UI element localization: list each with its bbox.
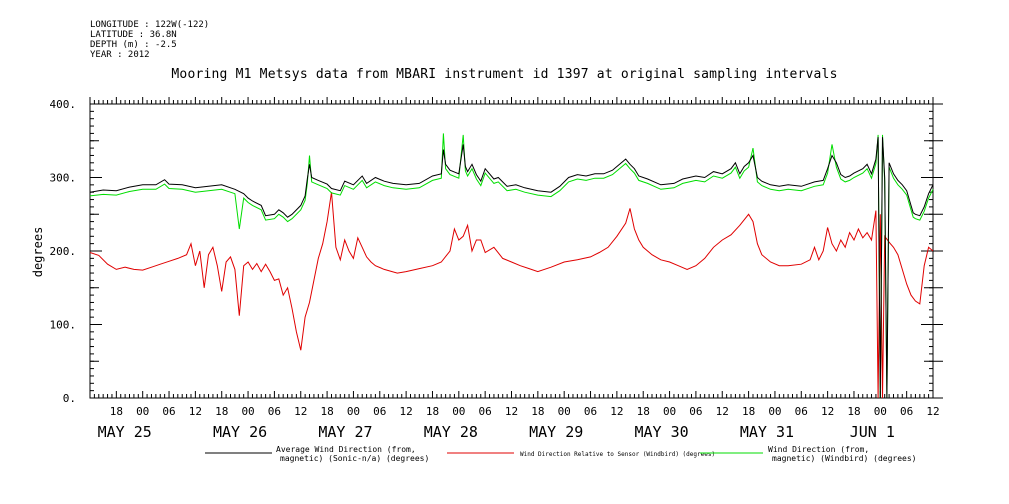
x-date-label: MAY 27 — [318, 423, 372, 441]
legend-label-2-line2: magnetic) (Windbird) (degrees) — [772, 454, 917, 463]
y-tick-label: 400. — [50, 98, 77, 111]
x-hour-tick-label: 12 — [716, 405, 729, 418]
x-hour-tick-label: 18 — [215, 405, 228, 418]
x-hour-tick-label: 18 — [847, 405, 860, 418]
series-line-0 — [89, 137, 934, 399]
legend-label-0: Average Wind Direction (from, — [276, 445, 416, 454]
plot-frame — [89, 103, 934, 399]
latitude-text: LATITUDE : 36.8N — [90, 30, 177, 40]
y-tick-label: 100. — [50, 319, 77, 332]
x-hour-tick-label: 06 — [479, 405, 492, 418]
x-hour-tick-label: 12 — [189, 405, 202, 418]
y-tick-label: 0. — [63, 392, 76, 405]
longitude-text: LONGITUDE : 122W(-122) — [90, 20, 210, 30]
x-hour-tick-label: 06 — [268, 405, 281, 418]
x-hour-tick-label: 18 — [110, 405, 123, 418]
x-hour-tick-label: 06 — [795, 405, 808, 418]
x-date-label: MAY 25 — [98, 423, 152, 441]
x-hour-tick-label: 00 — [136, 405, 149, 418]
y-tick-label: 300. — [50, 172, 77, 185]
x-hour-tick-label: 12 — [505, 405, 518, 418]
x-date-label: JUN 1 — [850, 423, 895, 441]
axes: 18 00 06 12 18 00 06 12 18 00 06 12 18 00 06 12 18 00 06 12… — [50, 97, 943, 441]
x-hour-tick-label: 06 — [689, 405, 702, 418]
x-hour-tick-label: 00 — [874, 405, 887, 418]
x-hour-tick-label: 00 — [452, 405, 465, 418]
x-hour-tick-label: 18 — [531, 405, 544, 418]
x-hour-tick-label: 00 — [768, 405, 781, 418]
x-hour-tick-label: 12 — [294, 405, 307, 418]
legend-label-2: Wind Direction (from, — [768, 445, 869, 454]
x-hour-tick-label: 06 — [584, 405, 597, 418]
x-hour-tick-label: 00 — [241, 405, 254, 418]
chart-title: Mooring M1 Metsys data from MBARI instru… — [171, 67, 838, 82]
series-lines — [89, 133, 934, 399]
x-hour-tick-label: 00 — [347, 405, 360, 418]
x-hour-tick-label: 18 — [320, 405, 333, 418]
x-hour-tick-label: 12 — [400, 405, 413, 418]
x-hour-tick-label: 00 — [663, 405, 676, 418]
series-line-2 — [89, 133, 934, 399]
x-hour-tick-label: 06 — [900, 405, 913, 418]
y-axis-label: degrees — [31, 227, 45, 278]
x-hour-tick-label: 12 — [926, 405, 939, 418]
x-date-label: MAY 31 — [740, 423, 794, 441]
series-line-1 — [89, 192, 934, 399]
x-hour-tick-label: 12 — [610, 405, 623, 418]
year-text: YEAR : 2012 — [90, 50, 150, 60]
x-hour-tick-label: 00 — [558, 405, 571, 418]
legend-label-1: Wind Direction Relative to Sensor (Windb… — [520, 451, 715, 458]
x-hour-tick-label: 18 — [637, 405, 650, 418]
x-date-label: MAY 30 — [634, 423, 688, 441]
y-tick-label: 200. — [50, 245, 77, 258]
x-date-label: MAY 28 — [424, 423, 478, 441]
x-hour-tick-label: 18 — [742, 405, 755, 418]
x-date-label: MAY 26 — [213, 423, 267, 441]
metadata-block: LONGITUDE : 122W(-122) LATITUDE : 36.8N … — [90, 20, 209, 60]
x-date-label: MAY 29 — [529, 423, 583, 441]
legend-label-0-line2: magnetic) (Sonic-n/a) (degrees) — [280, 454, 429, 463]
depth-text: DEPTH (m) : -2.5 — [90, 40, 177, 50]
legend: Average Wind Direction (from,magnetic) (… — [205, 445, 917, 463]
x-hour-tick-label: 06 — [373, 405, 386, 418]
x-hour-tick-label: 18 — [426, 405, 439, 418]
x-hour-tick-label: 06 — [162, 405, 175, 418]
x-hour-tick-label: 12 — [821, 405, 834, 418]
